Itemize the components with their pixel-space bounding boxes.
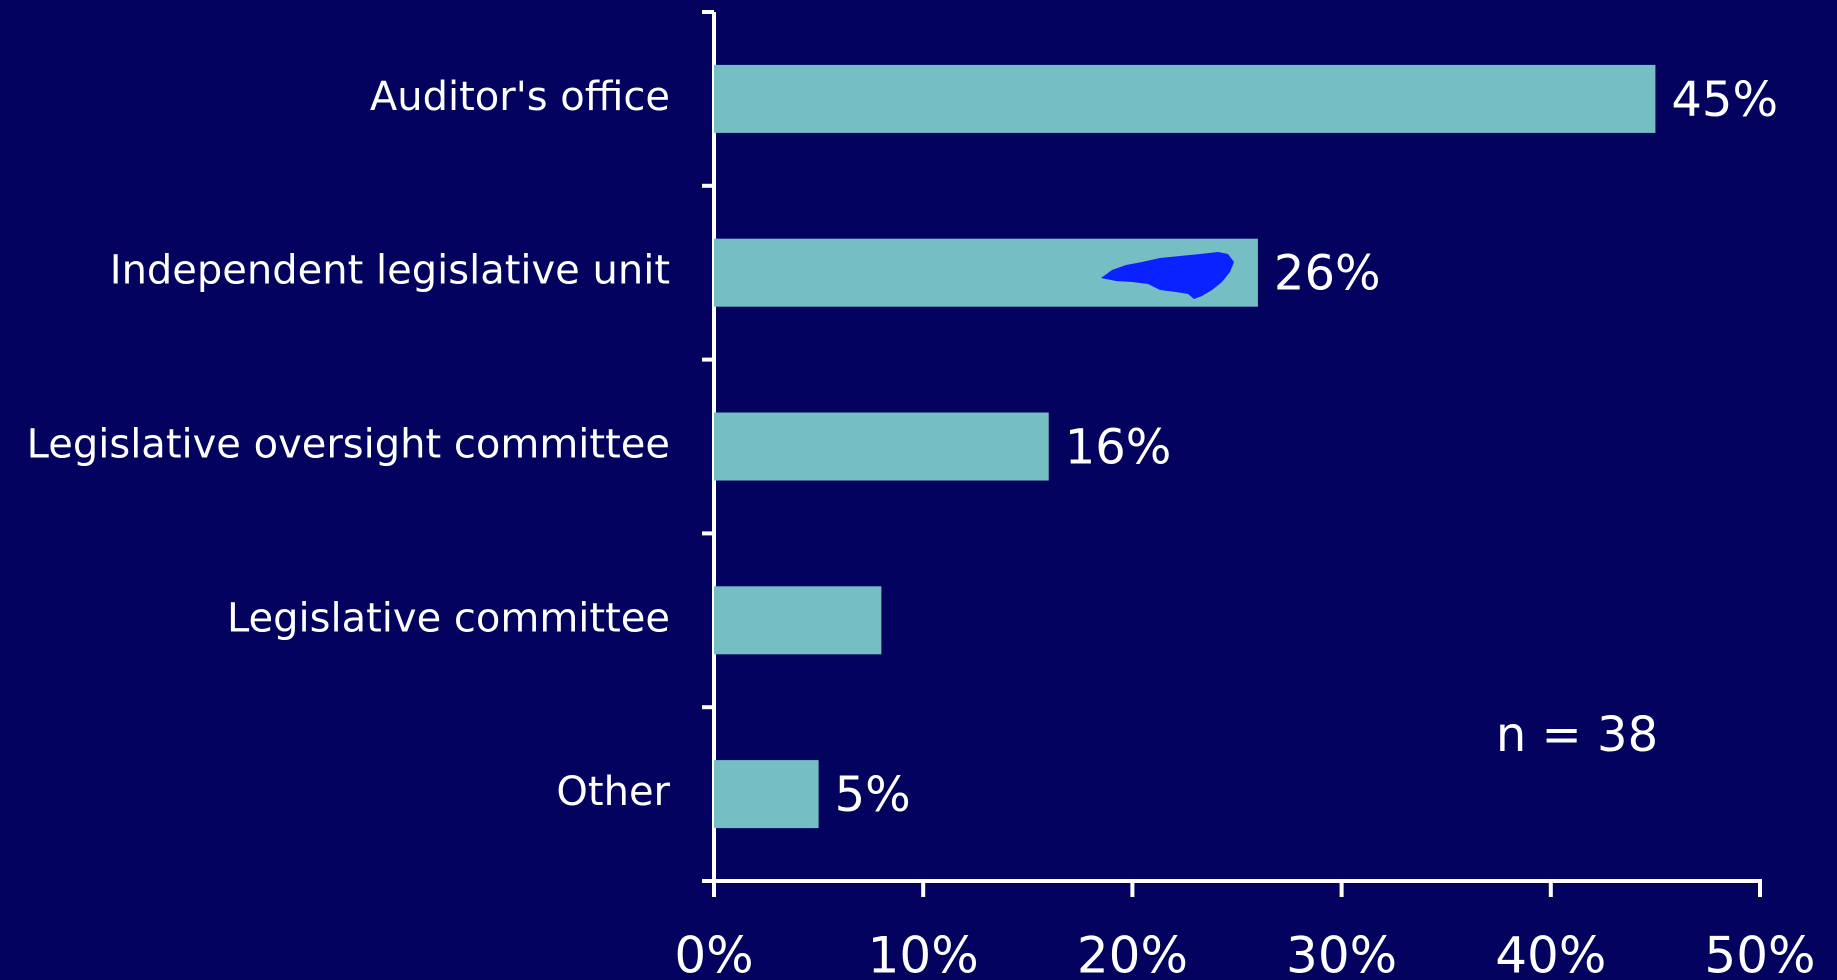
- data-label: 26%: [1274, 246, 1381, 302]
- bar: [714, 64, 1656, 133]
- data-label: 16%: [1065, 420, 1172, 476]
- data-label: 5%: [835, 767, 911, 823]
- bar: [714, 412, 1049, 481]
- x-tick-label: 40%: [1495, 927, 1606, 980]
- state-icon: [1101, 252, 1234, 299]
- category-label: Legislative committee: [227, 595, 670, 641]
- x-tick-label: 30%: [1286, 927, 1397, 980]
- x-tick-label: 20%: [1077, 927, 1188, 980]
- annotation: n = 38: [1496, 707, 1658, 763]
- bar: [714, 760, 819, 829]
- category-label: Legislative oversight committee: [27, 422, 670, 468]
- category-label: Other: [556, 769, 670, 815]
- x-tick-label: 0%: [674, 927, 753, 980]
- x-tick-label: 10%: [868, 927, 979, 980]
- bar: [714, 586, 882, 655]
- category-label: Auditor's office: [370, 74, 670, 120]
- x-tick-label: 50%: [1704, 927, 1815, 980]
- category-label: Independent legislative unit: [110, 248, 670, 294]
- data-label: 45%: [1671, 72, 1778, 128]
